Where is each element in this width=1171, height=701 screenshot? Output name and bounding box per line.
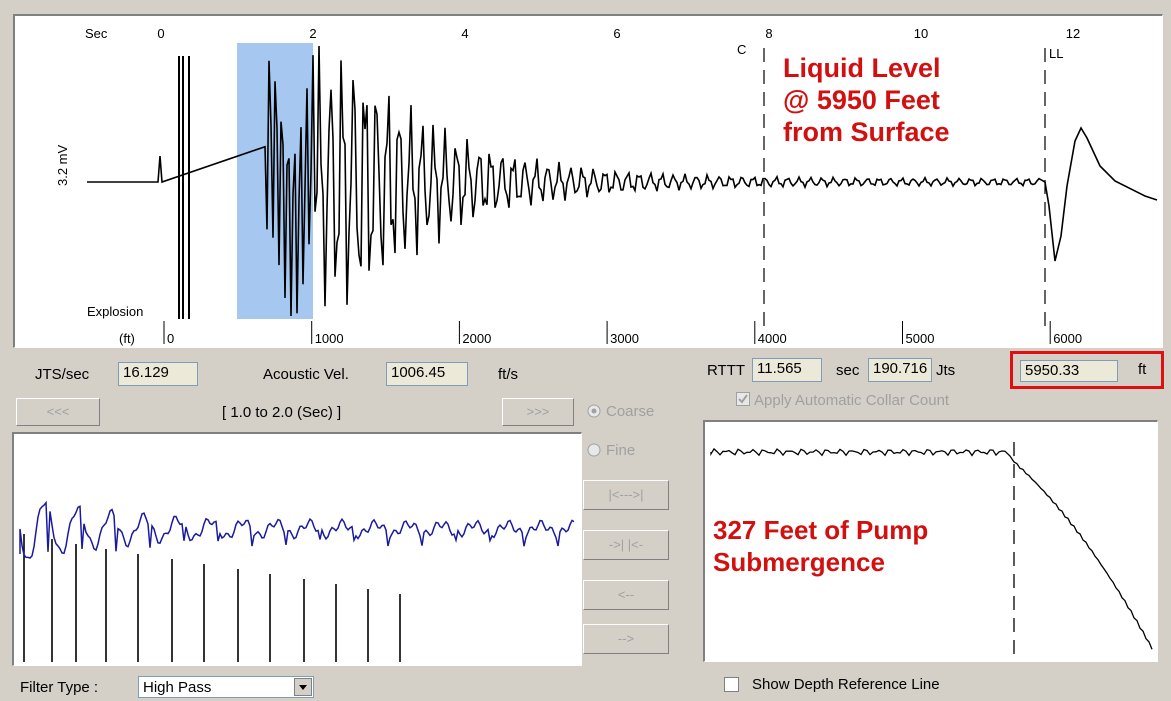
expand-button[interactable]: |<--->|: [583, 480, 669, 510]
chevron-down-icon[interactable]: [294, 678, 312, 696]
liquid-level-marker-label: LL: [1049, 46, 1063, 61]
time-tick-label: 8: [765, 26, 772, 41]
depth-tick-label: 5000: [906, 331, 935, 346]
fine-label: Fine: [606, 442, 636, 459]
shift-left-button[interactable]: <--: [583, 580, 669, 610]
depth-tick-label: 0: [167, 331, 174, 346]
auto-collar-checkbox[interactable]: [736, 392, 750, 411]
contract-button[interactable]: ->| |<-: [583, 530, 669, 560]
time-tick-label: 4: [461, 26, 468, 41]
time-tick-label: 6: [613, 26, 620, 41]
annotation-line: 327 Feet of Pump: [713, 515, 929, 545]
time-tick-label: 2: [309, 26, 316, 41]
filter-type-select[interactable]: High Pass: [138, 676, 314, 698]
liquid-level-detail-panel[interactable]: 327 Feet of Pump Submergence: [703, 420, 1158, 662]
depth-tick-label: 6000: [1053, 331, 1082, 346]
zoom-trace-chart: [19, 500, 575, 662]
radio-selected-icon: [587, 404, 601, 418]
main-trace-chart[interactable]: 0 2 4 6 8 10 12 0 1000 2000 3000 4000 5000 6000 Sec …: [15, 16, 1161, 346]
explosion-burst: [178, 56, 190, 319]
filter-type-value: High Pass: [143, 679, 212, 696]
acoustic-vel-unit: ft/s: [498, 366, 519, 383]
liquid-level-annotation: Liquid Level @ 5950 Feet from Surface: [783, 52, 950, 148]
detail-trace: [710, 447, 1153, 650]
checkbox-empty-icon: [724, 677, 739, 692]
submergence-annotation: 327 Feet of Pump Submergence: [713, 514, 928, 578]
rttt-unit: sec: [836, 362, 860, 379]
y-axis-label: 3.2 mV: [55, 144, 70, 186]
annotation-line: @ 5950 Feet: [783, 85, 940, 115]
depth-tick-label: 3000: [610, 331, 639, 346]
checkmark-icon: [736, 392, 750, 406]
fine-radio[interactable]: [587, 443, 601, 462]
interval-range-text: [ 1.0 to 2.0 (Sec) ]: [222, 404, 342, 421]
annotation-line: from Surface: [783, 117, 950, 147]
depth-unit: ft: [1138, 361, 1147, 378]
acoustic-vel-field[interactable]: 1006.45: [386, 362, 468, 386]
show-depth-label: Show Depth Reference Line: [752, 676, 940, 693]
zoom-trace-panel[interactable]: [12, 432, 582, 666]
prev-interval-button[interactable]: <<<: [16, 398, 100, 426]
explosion-label: Explosion: [87, 304, 143, 319]
annotation-line: Submergence: [713, 547, 885, 577]
joints-unit: Jts: [936, 362, 956, 379]
coarse-label: Coarse: [606, 403, 655, 420]
depth-tick-label: 2000: [462, 331, 491, 346]
depth-tick-label: 4000: [758, 331, 787, 346]
time-tick-label: 0: [157, 26, 164, 41]
depth-unit-label: (ft): [119, 331, 135, 346]
filter-type-label: Filter Type :: [20, 679, 99, 696]
annotation-line: Liquid Level: [783, 53, 941, 83]
filtered-trace: [19, 500, 575, 559]
acoustic-trace: [87, 45, 1158, 317]
liquid-level-detail-chart: [710, 442, 1153, 654]
depth-tick-label: 1000: [315, 331, 344, 346]
main-trace-panel: 0 2 4 6 8 10 12 0 1000 2000 3000 4000 5000 6000 Sec …: [13, 14, 1163, 348]
time-unit-label: Sec: [85, 26, 108, 41]
rttt-field[interactable]: 11.565: [752, 358, 822, 382]
jts-sec-field[interactable]: 16.129: [118, 362, 198, 386]
rttt-label: RTTT: [707, 362, 746, 379]
left-control-panel: JTS/sec 16.129 Acoustic Vel. 1006.45 ft/…: [8, 352, 678, 698]
acoustic-vel-label: Acoustic Vel.: [263, 366, 349, 383]
depth-field[interactable]: 5950.33: [1020, 360, 1118, 382]
depth-highlight-box: 5950.33 ft: [1010, 351, 1164, 389]
time-tick-label: 12: [1066, 26, 1080, 41]
auto-collar-label: Apply Automatic Collar Count: [754, 392, 950, 409]
radio-empty-icon: [587, 443, 601, 457]
jts-sec-label: JTS/sec: [35, 366, 90, 383]
joints-field[interactable]: 190.716: [868, 358, 932, 382]
coarse-radio[interactable]: [587, 404, 601, 423]
time-tick-label: 10: [914, 26, 928, 41]
show-depth-checkbox[interactable]: [724, 677, 739, 697]
collar-marker-label: C: [737, 42, 746, 57]
shift-right-button[interactable]: -->: [583, 624, 669, 654]
next-interval-button[interactable]: >>>: [502, 398, 574, 426]
